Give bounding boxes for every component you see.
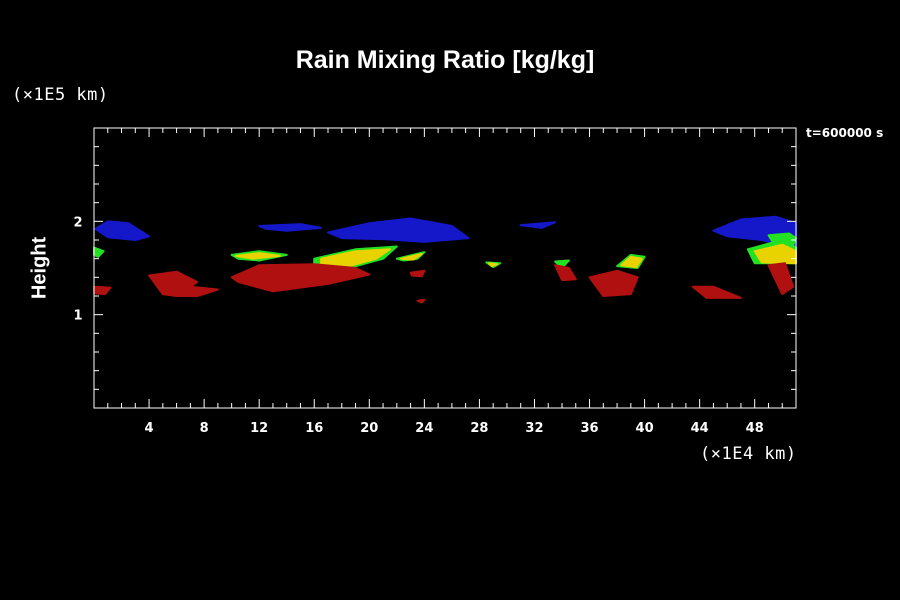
rain-region-blue — [94, 220, 151, 241]
rain-region-red — [588, 269, 639, 297]
x-tick-label: 8 — [200, 421, 209, 436]
x-tick-label: 32 — [525, 421, 543, 436]
rain-region-blue — [327, 217, 470, 243]
rain-region-red — [168, 285, 219, 297]
x-tick-label: 16 — [305, 421, 323, 436]
rain-region-red — [691, 285, 742, 299]
x-axis-unit: (×1E4 km) — [700, 444, 797, 464]
plot-frame — [93, 127, 797, 409]
rain-region-blue — [519, 221, 557, 229]
rain-region-green — [93, 246, 105, 258]
x-tick-label: 24 — [415, 421, 433, 436]
rain-region-red — [230, 263, 371, 293]
y-tick-label: 1 — [73, 309, 82, 324]
x-tick-label: 12 — [250, 421, 268, 436]
rain-region-green — [554, 259, 570, 269]
x-tick-label: 28 — [470, 421, 488, 436]
chart-title: Rain Mixing Ratio [kg/kg] — [295, 46, 595, 74]
rain-region-yellow — [400, 253, 423, 261]
rain-region-red — [767, 262, 795, 296]
rain-region-red — [93, 285, 112, 296]
rain-region-red — [416, 298, 426, 304]
x-tick-label: 20 — [360, 421, 378, 436]
rain-region-blue — [258, 223, 323, 232]
x-tick-label: 44 — [691, 421, 709, 436]
y-axis-unit: (×1E5 km) — [12, 85, 109, 105]
rain-region-yellow — [620, 255, 643, 269]
x-tick-label: 4 — [145, 421, 154, 436]
rain-region-yellow — [234, 252, 281, 260]
rain-region-yellow — [488, 262, 499, 268]
x-tick-label: 48 — [746, 421, 764, 436]
y-tick-label: 2 — [73, 215, 82, 230]
time-label: t=600000 s — [806, 126, 884, 140]
x-tick-label: 36 — [580, 421, 598, 436]
x-tick-label: 40 — [636, 421, 654, 436]
rain-region-red — [409, 269, 426, 278]
rain-region-red — [554, 264, 577, 282]
